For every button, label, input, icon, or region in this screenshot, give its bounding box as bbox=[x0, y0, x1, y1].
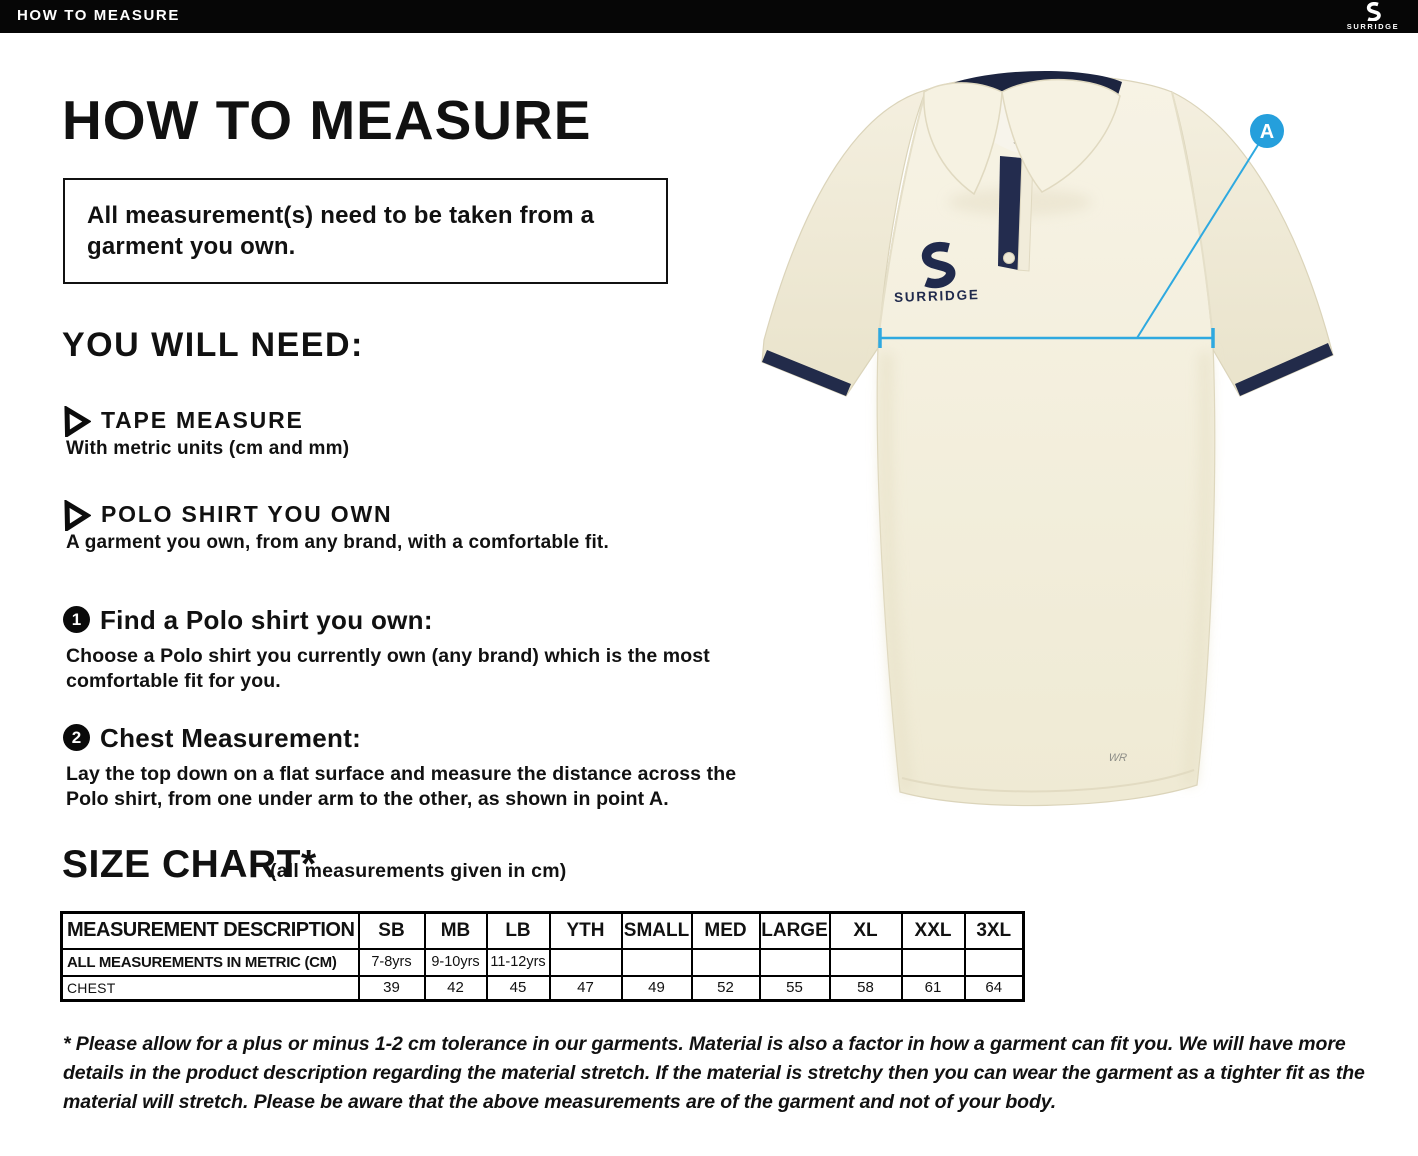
triangle-bullet-icon bbox=[64, 500, 91, 531]
table-cell: 42 bbox=[423, 974, 488, 1002]
chest-logo-text: SURRIDGE bbox=[894, 287, 980, 305]
top-bar: HOW TO MEASURE SURRIDGE bbox=[0, 0, 1418, 33]
step-number-badge: 1 bbox=[63, 606, 90, 633]
need-item-description: A garment you own, from any brand, with … bbox=[66, 532, 609, 553]
column-header: SMALL bbox=[620, 911, 693, 950]
column-header: 3XL bbox=[963, 911, 1025, 950]
surridge-logo: SURRIDGE bbox=[1341, 2, 1405, 31]
table-row: ALL MEASUREMENTS IN METRIC (CM) 7-8yrs 9… bbox=[60, 947, 1025, 977]
table-cell: 52 bbox=[690, 974, 761, 1002]
table-cell: 39 bbox=[357, 974, 426, 1002]
column-header: XXL bbox=[900, 911, 966, 950]
page-title: HOW TO MEASURE bbox=[62, 89, 592, 151]
column-header: YTH bbox=[548, 911, 623, 950]
top-bar-title: HOW TO MEASURE bbox=[17, 7, 180, 24]
column-header: LARGE bbox=[758, 911, 831, 950]
column-header: MEASUREMENT DESCRIPTION bbox=[60, 911, 360, 950]
table-cell: 47 bbox=[548, 974, 623, 1002]
table-cell: 61 bbox=[900, 974, 966, 1002]
chest-measurement-annotation: A bbox=[878, 114, 1284, 348]
shirt-body bbox=[876, 73, 1216, 807]
column-header: SB bbox=[357, 911, 426, 950]
table-row: CHEST 39 42 45 47 49 52 55 58 61 64 bbox=[60, 974, 1025, 1002]
surridge-logo-text: SURRIDGE bbox=[1346, 22, 1400, 31]
table-cell bbox=[900, 947, 966, 977]
column-header: MED bbox=[690, 911, 761, 950]
table-cell: 58 bbox=[828, 974, 903, 1002]
table-header-row: MEASUREMENT DESCRIPTION SB MB LB YTH SMA… bbox=[60, 911, 1025, 950]
table-cell bbox=[963, 947, 1025, 977]
step-number-badge: 2 bbox=[63, 724, 90, 751]
column-header: LB bbox=[485, 911, 551, 950]
polo-shirt-image: SURRIDGE SURRIDGE WR bbox=[761, 70, 1334, 807]
need-item-title: POLO SHIRT YOU OWN bbox=[101, 501, 393, 527]
row-label: ALL MEASUREMENTS IN METRIC (CM) bbox=[60, 947, 360, 977]
placket-trim bbox=[998, 156, 1022, 270]
collar-right-flap bbox=[1001, 79, 1121, 193]
table-cell bbox=[620, 947, 693, 977]
surridge-s-icon bbox=[1366, 2, 1381, 21]
step-description: Choose a Polo shirt you currently own (a… bbox=[66, 645, 710, 692]
size-chart-table: MEASUREMENT DESCRIPTION SB MB LB YTH SMA… bbox=[60, 911, 1025, 1002]
collar-left-flap bbox=[923, 82, 1003, 196]
table-cell bbox=[690, 947, 761, 977]
left-cuff-trim bbox=[762, 350, 851, 396]
table-cell bbox=[758, 947, 831, 977]
shirt-sleeves bbox=[761, 89, 1334, 397]
tolerance-disclaimer: * Please allow for a plus or minus 1-2 c… bbox=[63, 1033, 1365, 1113]
placket-button bbox=[1003, 252, 1015, 264]
triangle-bullet-icon bbox=[64, 406, 91, 437]
pointer-line bbox=[1136, 144, 1259, 339]
size-chart-heading: SIZE CHART* bbox=[62, 843, 317, 886]
table-cell: 64 bbox=[963, 974, 1025, 1002]
need-item-description: With metric units (cm and mm) bbox=[66, 438, 350, 459]
need-item-title: TAPE MEASURE bbox=[101, 407, 304, 433]
notice-box: All measurement(s) need to be taken from… bbox=[63, 178, 668, 284]
point-a-label: A bbox=[1260, 121, 1274, 143]
table-cell: 55 bbox=[758, 974, 831, 1002]
you-will-need-heading: YOU WILL NEED: bbox=[62, 326, 364, 364]
table-cell: 7-8yrs bbox=[357, 947, 426, 977]
step-title: Chest Measurement: bbox=[100, 723, 362, 753]
table-cell: 45 bbox=[485, 974, 551, 1002]
polo-shirt-diagram: SURRIDGE SURRIDGE WR bbox=[700, 40, 1418, 860]
table-cell bbox=[548, 947, 623, 977]
step-description: Lay the top down on a flat surface and m… bbox=[66, 763, 737, 810]
column-header: XL bbox=[828, 911, 903, 950]
table-cell bbox=[828, 947, 903, 977]
point-a-marker bbox=[1250, 114, 1284, 148]
notice-text: All measurement(s) need to be taken from… bbox=[87, 202, 595, 260]
table-cell: 9-10yrs bbox=[423, 947, 488, 977]
chest-logo: SURRIDGE bbox=[894, 241, 980, 305]
table-cell: 49 bbox=[620, 974, 693, 1002]
row-label: CHEST bbox=[60, 974, 360, 1002]
step-title: Find a Polo shirt you own: bbox=[100, 605, 433, 635]
table-cell: 11-12yrs bbox=[485, 947, 551, 977]
size-chart-subheading: (all measurements given in cm) bbox=[270, 860, 567, 882]
shirt-collar: SURRIDGE bbox=[923, 70, 1122, 272]
right-cuff-trim bbox=[1235, 343, 1333, 396]
column-header: MB bbox=[423, 911, 488, 950]
fabric-tech-mark: WR bbox=[1108, 752, 1128, 764]
